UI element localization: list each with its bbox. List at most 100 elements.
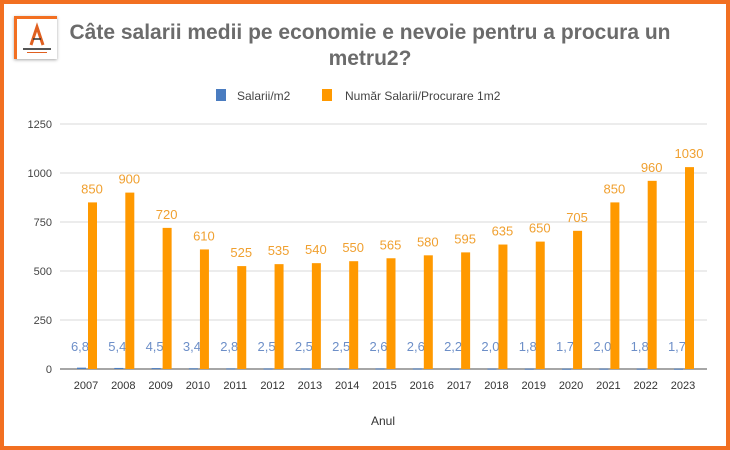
data-label-numar-salarii: 550 bbox=[342, 240, 364, 255]
data-label-salarii-m2: 1,7 bbox=[668, 339, 686, 354]
bar-numar-salarii bbox=[610, 202, 620, 369]
x-tick-label: 2019 bbox=[522, 380, 546, 392]
x-tick-label: 2007 bbox=[74, 380, 98, 392]
bar-numar-salarii bbox=[237, 266, 247, 369]
bar-salarii-m2 bbox=[487, 368, 497, 370]
data-label-numar-salarii: 850 bbox=[81, 181, 103, 196]
data-label-salarii-m2: 2,5 bbox=[332, 339, 350, 354]
data-label-numar-salarii: 565 bbox=[380, 237, 402, 252]
y-tick-label: 1000 bbox=[28, 168, 52, 180]
bar-numar-salarii bbox=[88, 202, 97, 369]
x-tick-label: 2010 bbox=[186, 380, 210, 392]
y-tick-label: 0 bbox=[46, 364, 52, 376]
bar-salarii-m2 bbox=[674, 368, 683, 370]
bar-numar-salarii bbox=[349, 261, 359, 369]
x-tick-label: 2020 bbox=[559, 380, 583, 392]
bar-salarii-m2 bbox=[77, 367, 86, 369]
data-label-numar-salarii: 705 bbox=[566, 210, 588, 225]
bar-salarii-m2 bbox=[338, 368, 348, 370]
data-label-salarii-m2: 2,6 bbox=[369, 339, 387, 354]
data-label-salarii-m2: 2,8 bbox=[220, 339, 238, 354]
bar-salarii-m2 bbox=[188, 368, 198, 370]
y-tick-label: 250 bbox=[34, 315, 52, 327]
x-axis-title: Anul bbox=[371, 414, 395, 428]
data-label-numar-salarii: 850 bbox=[604, 181, 626, 196]
data-label-salarii-m2: 2,6 bbox=[407, 339, 425, 354]
data-label-numar-salarii: 900 bbox=[118, 172, 140, 187]
data-label-salarii-m2: 1,7 bbox=[556, 339, 574, 354]
bar-numar-salarii bbox=[199, 249, 209, 369]
data-label-salarii-m2: 2,0 bbox=[481, 339, 499, 354]
data-label-numar-salarii: 535 bbox=[268, 243, 290, 258]
data-label-numar-salarii: 635 bbox=[492, 224, 514, 239]
x-tick-label: 2017 bbox=[447, 380, 471, 392]
x-tick-label: 2014 bbox=[335, 380, 359, 392]
x-tick-label: 2015 bbox=[372, 380, 396, 392]
data-label-numar-salarii: 720 bbox=[156, 207, 178, 222]
bar-numar-salarii bbox=[535, 241, 545, 369]
data-label-numar-salarii: 540 bbox=[305, 242, 327, 257]
data-label-numar-salarii: 650 bbox=[529, 221, 551, 236]
legend-label-salarii-m2: Salarii/m2 bbox=[237, 89, 291, 103]
y-tick-label: 1250 bbox=[28, 119, 52, 131]
bar-numar-salarii bbox=[274, 264, 284, 369]
bar-numar-salarii bbox=[125, 192, 135, 369]
chart-title: Câte salarii medii pe economie e nevoie … bbox=[69, 21, 671, 70]
legend-label-numar-salarii: Număr Salarii/Procurare 1m2 bbox=[345, 89, 501, 103]
bar-numar-salarii bbox=[498, 244, 508, 369]
bar-numar-salarii bbox=[162, 227, 172, 369]
bar-salarii-m2 bbox=[263, 368, 273, 370]
bar-numar-salarii bbox=[647, 180, 657, 369]
data-label-salarii-m2: 1,8 bbox=[631, 339, 649, 354]
data-label-salarii-m2: 2,2 bbox=[444, 339, 462, 354]
bar-salarii-m2 bbox=[524, 368, 534, 370]
bar-salarii-m2 bbox=[375, 368, 385, 370]
data-label-salarii-m2: 5,4 bbox=[108, 339, 126, 354]
data-label-salarii-m2: 1,8 bbox=[519, 339, 537, 354]
bar-salarii-m2 bbox=[636, 368, 646, 370]
bar-salarii-m2 bbox=[226, 368, 236, 370]
x-tick-label: 2023 bbox=[671, 380, 695, 392]
data-label-salarii-m2: 2,5 bbox=[295, 339, 313, 354]
data-label-numar-salarii: 960 bbox=[641, 160, 663, 175]
x-tick-label: 2016 bbox=[410, 380, 434, 392]
y-tick-label: 500 bbox=[34, 266, 52, 278]
x-tick-label: 2009 bbox=[148, 380, 172, 392]
acces-imobil-logo bbox=[14, 16, 57, 59]
data-label-numar-salarii: 610 bbox=[193, 228, 215, 243]
data-label-salarii-m2: 2,5 bbox=[258, 339, 276, 354]
bar-salarii-m2 bbox=[300, 368, 310, 370]
bar-salarii-m2 bbox=[151, 368, 161, 370]
data-label-salarii-m2: 2,0 bbox=[593, 339, 611, 354]
bar-numar-salarii bbox=[573, 230, 583, 369]
bar-numar-salarii bbox=[386, 258, 396, 369]
data-label-numar-salarii: 580 bbox=[417, 234, 439, 249]
bar-numar-salarii bbox=[423, 255, 433, 369]
legend-swatch-salarii-m2 bbox=[216, 89, 226, 101]
y-tick-label: 750 bbox=[34, 217, 52, 229]
x-tick-label: 2012 bbox=[260, 380, 284, 392]
data-label-salarii-m2: 3,4 bbox=[183, 339, 201, 354]
data-label-numar-salarii: 1030 bbox=[675, 146, 704, 161]
bar-salarii-m2 bbox=[450, 368, 460, 370]
bar-salarii-m2 bbox=[599, 368, 609, 370]
x-tick-label: 2018 bbox=[484, 380, 508, 392]
data-label-numar-salarii: 525 bbox=[230, 245, 252, 260]
x-tick-label: 2013 bbox=[298, 380, 322, 392]
bar-salarii-m2 bbox=[412, 368, 422, 370]
bar-numar-salarii bbox=[461, 252, 471, 369]
x-tick-label: 2021 bbox=[596, 380, 620, 392]
x-tick-label: 2022 bbox=[633, 380, 657, 392]
data-label-numar-salarii: 595 bbox=[454, 231, 476, 246]
bar-salarii-m2 bbox=[562, 368, 572, 370]
bar-numar-salarii bbox=[311, 263, 321, 369]
legend-swatch-numar-salarii bbox=[322, 89, 332, 101]
data-label-salarii-m2: 6,8 bbox=[71, 339, 89, 354]
bar-salarii-m2 bbox=[114, 367, 124, 369]
logo-icon bbox=[23, 22, 51, 53]
x-tick-label: 2008 bbox=[111, 380, 135, 392]
data-label-salarii-m2: 4,5 bbox=[146, 339, 164, 354]
bar-numar-salarii bbox=[685, 167, 694, 369]
